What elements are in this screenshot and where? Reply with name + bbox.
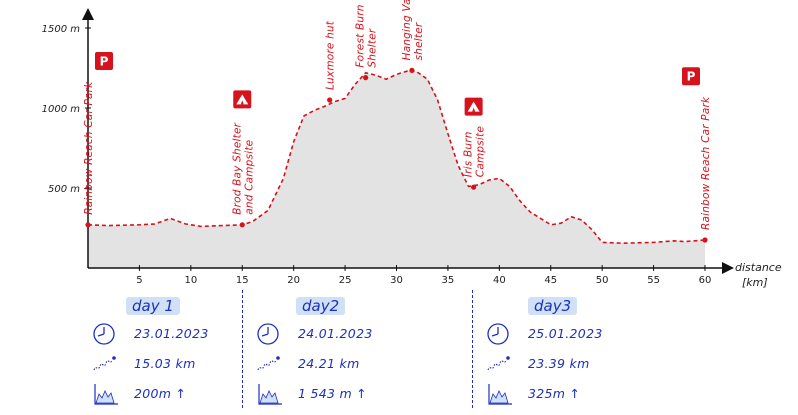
- day-row: 200m ↑: [92, 382, 187, 405]
- day-row: 24.01.2023: [256, 322, 373, 345]
- clock-icon: [256, 322, 284, 345]
- day-distance: 23.39 km: [528, 355, 590, 371]
- x-tick-label: 15: [236, 275, 249, 286]
- clock-icon: [486, 322, 514, 345]
- day-row: 15.03 km: [92, 352, 196, 374]
- day-date: 25.01.2023: [528, 325, 603, 341]
- waypoint-label-line: shelter: [413, 22, 425, 60]
- day-title: day2: [296, 297, 346, 315]
- x-axis-unit: [km]: [742, 276, 768, 289]
- day-divider: [472, 290, 473, 408]
- x-tick-label: 10: [184, 275, 197, 286]
- day-distance: 24.21 km: [298, 355, 360, 371]
- waypoint-label: Iris Burn Campsite: [463, 126, 487, 177]
- day-elevation: 325m ↑: [528, 385, 581, 401]
- day-row: 23.01.2023: [92, 322, 209, 345]
- y-tick-label: 500 m: [48, 184, 80, 195]
- x-tick-label: 30: [390, 275, 403, 286]
- elevation-line: [87, 69, 706, 245]
- day-elevation: 200m ↑: [134, 385, 187, 401]
- day-divider: [242, 290, 243, 408]
- waypoint-label: Luxmore hut: [325, 20, 337, 90]
- day-2-summary: day2 24.01.2023 24.21 km 1 543 m ↑: [256, 292, 456, 410]
- waypoint-dot: [239, 222, 245, 228]
- day-row: 23.39 km: [486, 352, 590, 374]
- x-tick-label: 45: [544, 275, 557, 286]
- day-title: day 1: [126, 297, 180, 315]
- waypoint-dot: [85, 222, 91, 228]
- elevation-icon: [486, 382, 514, 405]
- x-tick-label: 5: [136, 275, 142, 286]
- parking-icon: P: [95, 52, 113, 70]
- elevation-icon: [256, 382, 284, 405]
- svg-text:P: P: [100, 55, 109, 69]
- parking-icon: P: [682, 67, 700, 86]
- day-date: 24.01.2023: [298, 325, 373, 341]
- day-1-summary: day 1 23.01.2023 15.03 km 200m ↑: [92, 292, 292, 410]
- waypoint-label-line: Rainbow Reach Car Park: [83, 81, 95, 215]
- x-tick-label: 50: [596, 275, 609, 286]
- waypoint-dot: [471, 184, 477, 190]
- waypoint-label: Forest Burn Shelter: [355, 4, 379, 67]
- campsite-icon: [464, 97, 483, 116]
- day-row: 325m ↑: [486, 382, 581, 405]
- waypoint-label-line: Shelter: [367, 28, 379, 67]
- day-distance: 15.03 km: [134, 355, 196, 371]
- waypoint-label-line: Brod Bay Shelter: [231, 122, 243, 214]
- route-icon: [486, 352, 514, 374]
- elevation-area: [88, 70, 705, 269]
- svg-text:P: P: [687, 70, 696, 84]
- clock-icon: [92, 322, 120, 345]
- waypoint-label-line: Forest Burn: [355, 4, 367, 67]
- y-tick-label: 1500 m: [42, 24, 81, 35]
- campsite-icon: [233, 90, 252, 109]
- waypoint-label-line: Luxmore hut: [325, 20, 337, 90]
- waypoint-dot: [327, 97, 333, 103]
- x-tick-label: 40: [493, 275, 506, 286]
- elevation-icon: [92, 382, 120, 405]
- waypoint-dot: [702, 237, 708, 243]
- waypoint-label-line: and Campsite: [243, 140, 255, 215]
- day-row: 1 543 m ↑: [256, 382, 368, 405]
- x-tick-label: 25: [339, 275, 352, 286]
- waypoint-label-line: Iris Burn: [463, 131, 475, 177]
- waypoint-dot: [363, 75, 369, 81]
- x-tick-label: 35: [442, 275, 455, 286]
- waypoint-label-line: Campsite: [475, 126, 487, 177]
- route-icon: [92, 352, 120, 374]
- x-tick-label: 55: [647, 275, 660, 286]
- elevation-profile-chart: 5 10 15 20 25 30 35 40 45 50 55 60 500 m 1000 m 1500 m…: [42, 0, 782, 289]
- waypoint-label-line: Rainbow Reach Car Park: [700, 96, 712, 230]
- day-title: day3: [528, 297, 578, 315]
- waypoint-label: Brod Bay Shelter and Campsite: [231, 122, 255, 214]
- route-icon: [256, 352, 284, 374]
- day-row: 25.01.2023: [486, 322, 603, 345]
- x-tick-label: 20: [287, 275, 300, 286]
- day-3-summary: day3 25.01.2023 23.39 km 325m ↑: [486, 292, 686, 410]
- x-axis-label: distance: [735, 261, 782, 274]
- y-tick-label: 1000 m: [42, 104, 81, 115]
- waypoint-label: Rainbow Reach Car Park: [700, 96, 712, 230]
- waypoint-dot: [409, 67, 415, 73]
- waypoint-label-line: Hanging Valley: [401, 0, 413, 60]
- waypoint-label: Hanging Valley shelter: [401, 0, 425, 60]
- day-elevation: 1 543 m ↑: [298, 385, 368, 401]
- day-date: 23.01.2023: [134, 325, 209, 341]
- day-row: 24.21 km: [256, 352, 360, 374]
- x-tick-label: 60: [699, 275, 712, 286]
- waypoint-label: Rainbow Reach Car Park: [83, 81, 95, 215]
